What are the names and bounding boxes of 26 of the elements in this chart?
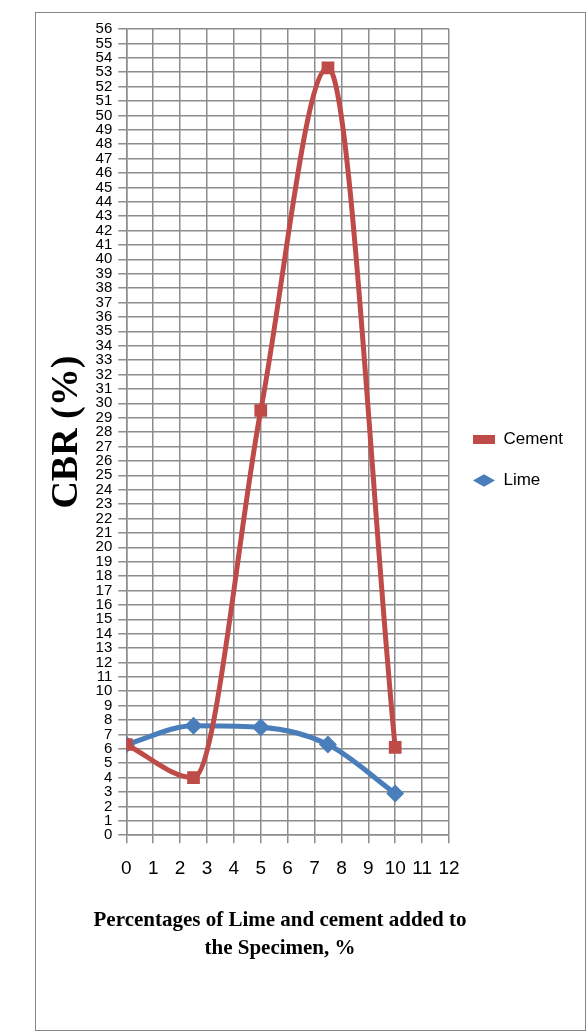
x-tick-label: 8 <box>336 856 347 878</box>
point <box>386 784 405 803</box>
x-tick-label: 12 <box>438 856 460 878</box>
point <box>251 718 270 737</box>
x-tick-label: 10 <box>384 856 406 878</box>
y-tick-label: 0 <box>103 825 113 843</box>
point <box>187 771 200 784</box>
legend-label: Cement <box>503 429 564 449</box>
x-axis-title: Percentages of Lime and cement added to the Specimen, % <box>92 906 468 961</box>
x-tick-label: 1 <box>147 856 159 878</box>
x-tick-label: 3 <box>201 856 213 878</box>
x-tick-label: 6 <box>282 856 293 878</box>
point <box>254 404 268 417</box>
x-tick-label: 9 <box>363 856 374 878</box>
x-tick-label: 0 <box>121 856 132 878</box>
x-tick-label: 7 <box>309 856 320 878</box>
y-tick-label: 16 <box>95 595 113 612</box>
x-tick-label: 2 <box>174 856 186 878</box>
legend-label: Lime <box>503 470 541 490</box>
point <box>184 716 203 735</box>
point <box>318 735 337 754</box>
x-tick-label: 4 <box>228 856 240 878</box>
x-tick-label: 5 <box>255 856 267 878</box>
x-tick-label: 11 <box>412 856 432 878</box>
y-axis-title: CBR (%) <box>42 355 86 509</box>
point <box>388 741 402 754</box>
